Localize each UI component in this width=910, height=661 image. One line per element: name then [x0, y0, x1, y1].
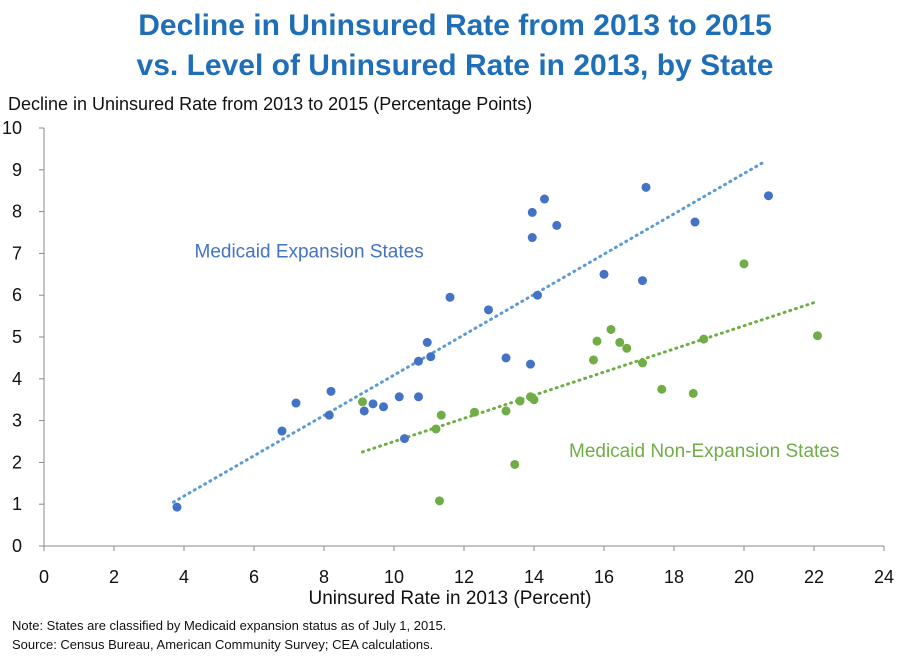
x-tick-label: 4: [179, 567, 189, 587]
chart-title-block: Decline in Uninsured Rate from 2013 to 2…: [0, 6, 910, 86]
data-point-series-0: [400, 434, 409, 444]
x-tick-label: 10: [384, 567, 404, 587]
chart-source: Source: Census Bureau, American Communit…: [12, 637, 434, 652]
x-tick-label: 16: [594, 567, 614, 587]
data-point-series-0: [359, 406, 369, 416]
y-tick-label: 5: [12, 327, 22, 347]
y-tick-label: 9: [12, 160, 22, 180]
data-point-series-1: [606, 324, 616, 334]
data-point-series-1: [436, 410, 446, 420]
y-tick-label: 8: [12, 202, 22, 222]
y-tick-label: 4: [12, 369, 22, 389]
x-axis-label: Uninsured Rate in 2013 (Percent): [308, 588, 592, 609]
data-point-series-1: [592, 336, 602, 346]
y-tick-label: 0: [12, 536, 22, 556]
data-point-series-0: [414, 392, 423, 402]
data-point-series-1: [501, 406, 511, 416]
y-tick-label: 1: [12, 494, 22, 514]
x-tick-label: 14: [524, 567, 544, 587]
y-tick-label: 3: [12, 411, 22, 431]
data-point-series-0: [526, 359, 535, 369]
x-axis-label-wrap: Uninsured Rate in 2013 (Percent): [0, 588, 910, 610]
data-point-series-0: [764, 191, 773, 201]
data-point-series-1: [431, 424, 441, 434]
data-point-series-0: [426, 352, 436, 362]
series-label-1: Medicaid Non-Expansion States: [569, 441, 839, 462]
data-point-series-1: [435, 496, 444, 506]
data-point-series-1: [510, 459, 520, 469]
data-point-series-0: [533, 290, 542, 300]
y-axis-label: Decline in Uninsured Rate from 2013 to 2…: [8, 94, 533, 114]
data-point-series-0: [368, 399, 378, 409]
series-labels: Medicaid Expansion States Medicaid Non-Ex…: [195, 242, 840, 462]
data-point-series-0: [324, 410, 334, 420]
data-point-series-0: [527, 207, 537, 217]
data-point-series-1: [813, 331, 822, 341]
y-tick-label: 10: [2, 118, 22, 138]
y-tick-label: 2: [12, 452, 22, 472]
data-point-series-0: [484, 305, 493, 315]
y-tick-label: 7: [12, 243, 22, 263]
x-tick-label: 2: [109, 567, 119, 587]
x-tick-label: 24: [874, 567, 894, 587]
data-point-series-0: [501, 353, 511, 363]
data-point-series-0: [422, 337, 432, 347]
data-point-series-0: [277, 426, 287, 436]
data-point-series-0: [445, 292, 455, 302]
data-point-series-1: [638, 358, 647, 368]
data-point-series-0: [172, 502, 182, 512]
trendline-series-0: [172, 159, 767, 504]
data-point-series-1: [358, 397, 367, 407]
data-point-series-0: [540, 194, 549, 204]
data-point-series-1: [688, 388, 698, 398]
data-point-series-0: [641, 182, 651, 192]
x-tick-label: 20: [734, 567, 754, 587]
chart-title: Decline in Uninsured Rate from 2013 to 2…: [138, 9, 772, 42]
data-point-series-0: [414, 356, 423, 366]
x-tick-label: 18: [664, 567, 684, 587]
x-tick-label: 6: [249, 567, 259, 587]
x-tick-label: 0: [39, 567, 49, 587]
data-point-series-0: [638, 276, 647, 286]
data-point-series-0: [552, 220, 562, 230]
x-tick-label: 22: [804, 567, 824, 587]
data-point-series-1: [615, 337, 625, 347]
data-points: [172, 182, 822, 512]
data-point-series-1: [589, 355, 598, 365]
data-point-series-0: [599, 269, 609, 279]
trendline-series-1: [361, 299, 819, 454]
chart-note: Note: States are classified by Medicaid …: [12, 618, 447, 633]
chart-subtitle: vs. Level of Uninsured Rate in 2013, by …: [136, 49, 774, 82]
data-point-series-0: [291, 398, 301, 408]
data-point-series-1: [470, 407, 479, 417]
data-point-series-0: [379, 402, 388, 412]
data-point-series-1: [515, 396, 525, 406]
y-tick-label: 6: [12, 285, 22, 305]
data-point-series-0: [326, 386, 336, 396]
x-tick-label: 12: [454, 567, 474, 587]
data-point-series-1: [739, 259, 749, 269]
data-point-series-1: [529, 395, 539, 405]
data-point-series-1: [622, 343, 632, 353]
data-point-series-1: [657, 384, 667, 394]
data-point-series-1: [699, 334, 709, 344]
x-tick-label: 8: [319, 567, 329, 587]
data-point-series-0: [527, 233, 537, 243]
series-label-0: Medicaid Expansion States: [195, 242, 424, 263]
data-point-series-0: [690, 217, 700, 227]
data-point-series-0: [394, 392, 404, 402]
